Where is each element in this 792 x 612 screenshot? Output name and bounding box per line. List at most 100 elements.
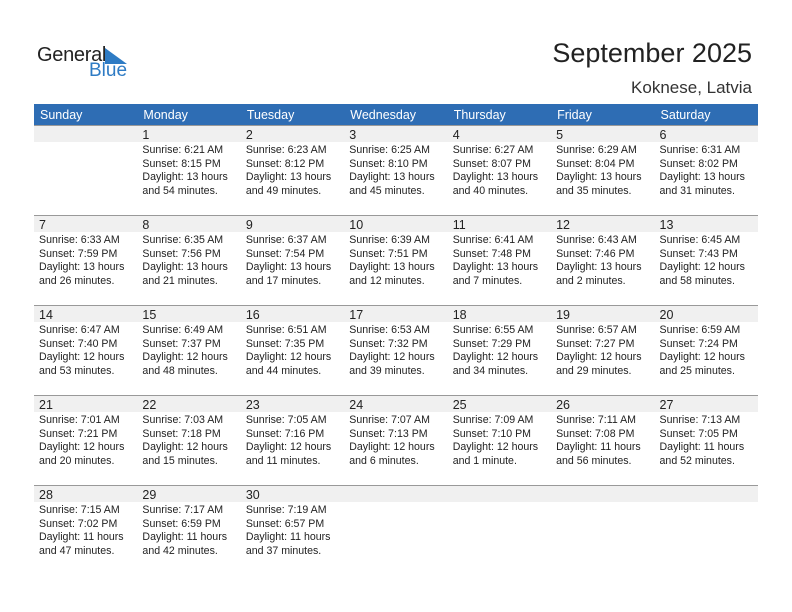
week-row: 21 Sunrise: 7:01 AM Sunset: 7:21 PM Dayligh…	[34, 395, 758, 485]
sunset-text: Sunset: 7:43 PM	[659, 247, 738, 260]
day-info: Sunrise: 6:53 AM Sunset: 7:32 PM Daylight:…	[344, 322, 447, 378]
sunset-text: Sunset: 6:59 PM	[142, 517, 221, 530]
day-number: 7	[34, 215, 138, 232]
day-number: 1	[137, 125, 241, 142]
day-cell: 8 Sunrise: 6:35 AM Sunset: 7:56 PM Daylight…	[137, 215, 241, 305]
day-cell: 5 Sunrise: 6:29 AM Sunset: 8:04 PM Daylight…	[551, 125, 655, 215]
day-number: 2	[240, 125, 345, 142]
day-cell: 15 Sunrise: 6:49 AM Sunset: 7:37 PM Dayligh…	[137, 305, 241, 395]
sunset-text: Sunset: 7:10 PM	[452, 427, 532, 440]
day-cell: 26 Sunrise: 7:11 AM Sunset: 7:08 PM Dayligh…	[551, 395, 655, 485]
weekday-sunday: Sunday	[34, 104, 138, 125]
sunrise-text: Sunrise: 7:17 AM	[142, 504, 224, 516]
day-cell: 22 Sunrise: 7:03 AM Sunset: 7:18 PM Dayligh…	[137, 395, 241, 485]
sunset-text: Sunset: 7:40 PM	[39, 337, 118, 350]
day-cell: 28 Sunrise: 7:15 AM Sunset: 7:02 PM Dayligh…	[34, 485, 138, 575]
day-number	[344, 485, 448, 502]
sunrise-text: Sunrise: 6:53 AM	[349, 324, 430, 336]
daylight-text: Daylight: 13 hours	[142, 171, 228, 183]
sunrise-text: Sunrise: 6:51 AM	[245, 324, 327, 336]
day-number: 17	[344, 305, 448, 322]
sunset-text: Sunset: 7:27 PM	[556, 337, 635, 350]
page-title: September 2025	[552, 38, 752, 68]
sunrise-text: Sunrise: 7:13 AM	[659, 414, 741, 426]
day-cell: 12 Sunrise: 6:43 AM Sunset: 7:46 PM Dayligh…	[551, 215, 655, 305]
logo-text-blue: Blue	[89, 60, 128, 81]
sunrise-text: Sunrise: 6:23 AM	[245, 144, 327, 156]
sunrise-text: Sunrise: 7:01 AM	[39, 414, 120, 426]
day-cell: 20 Sunrise: 6:59 AM Sunset: 7:24 PM Dayligh…	[654, 305, 758, 395]
sunrise-text: Sunrise: 6:45 AM	[659, 234, 741, 246]
minutes-text: and 37 minutes.	[245, 544, 322, 557]
day-cell: 14 Sunrise: 6:47 AM Sunset: 7:40 PM Dayligh…	[34, 305, 138, 395]
weekday-saturday: Saturday	[654, 104, 758, 125]
day-cell: 11 Sunrise: 6:41 AM Sunset: 7:48 PM Dayligh…	[447, 215, 552, 305]
day-number: 20	[654, 305, 758, 322]
day-cell: 30 Sunrise: 7:19 AM Sunset: 6:57 PM Dayligh…	[240, 485, 345, 575]
day-info: Sunrise: 7:05 AM Sunset: 7:16 PM Daylight:…	[241, 412, 344, 468]
day-number: 5	[551, 125, 655, 142]
sunrise-text: Sunrise: 6:27 AM	[452, 144, 534, 156]
minutes-text: and 54 minutes.	[142, 184, 218, 197]
day-number: 23	[240, 395, 345, 412]
minutes-text: and 1 minute.	[452, 454, 517, 467]
sunset-text: Sunset: 7:24 PM	[659, 337, 738, 350]
sunset-text: Sunset: 7:51 PM	[349, 247, 428, 260]
day-number: 21	[34, 395, 138, 412]
day-cell: 3 Sunrise: 6:25 AM Sunset: 8:10 PM Daylight…	[344, 125, 448, 215]
day-info: Sunrise: 6:25 AM Sunset: 8:10 PM Daylight:…	[344, 142, 447, 198]
day-info: Sunrise: 6:39 AM Sunset: 7:51 PM Daylight:…	[344, 232, 447, 288]
daylight-text: Daylight: 12 hours	[349, 351, 435, 363]
daylight-text: Daylight: 12 hours	[452, 351, 539, 363]
daylight-text: Daylight: 12 hours	[142, 441, 228, 453]
day-info: Sunrise: 7:17 AM Sunset: 6:59 PM Daylight:…	[137, 502, 240, 558]
minutes-text: and 58 minutes.	[659, 274, 735, 287]
day-cell: 23 Sunrise: 7:05 AM Sunset: 7:16 PM Dayligh…	[240, 395, 345, 485]
day-cell: 7 Sunrise: 6:33 AM Sunset: 7:59 PM Daylight…	[34, 215, 138, 305]
minutes-text: and 17 minutes.	[245, 274, 322, 287]
day-info: Sunrise: 6:57 AM Sunset: 7:27 PM Daylight:…	[551, 322, 654, 378]
sunrise-text: Sunrise: 7:19 AM	[245, 504, 327, 516]
day-info: Sunrise: 6:31 AM Sunset: 8:02 PM Daylight:…	[655, 142, 758, 198]
day-number: 18	[447, 305, 552, 322]
sunrise-text: Sunrise: 7:03 AM	[142, 414, 224, 426]
daylight-text: Daylight: 11 hours	[142, 531, 228, 543]
logo-triangle-icon	[105, 48, 127, 64]
day-cell: 6 Sunrise: 6:31 AM Sunset: 8:02 PM Daylight…	[654, 125, 758, 215]
daylight-text: Daylight: 11 hours	[556, 441, 641, 453]
weekday-header: Sunday Monday Tuesday Wednesday Thursday Frid…	[34, 104, 758, 125]
sunrise-text: Sunrise: 6:25 AM	[349, 144, 430, 156]
daylight-text: Daylight: 12 hours	[659, 261, 745, 273]
daylight-text: Daylight: 13 hours	[245, 261, 332, 273]
day-info: Sunrise: 6:21 AM Sunset: 8:15 PM Daylight:…	[137, 142, 240, 198]
empty-cell	[344, 485, 448, 575]
minutes-text: and 47 minutes.	[39, 544, 115, 557]
sunrise-text: Sunrise: 6:47 AM	[39, 324, 120, 336]
weekday-tuesday: Tuesday	[240, 104, 345, 125]
sunset-text: Sunset: 8:15 PM	[142, 157, 221, 170]
day-number	[654, 485, 758, 502]
minutes-text: and 26 minutes.	[39, 274, 115, 287]
daylight-text: Daylight: 11 hours	[39, 531, 124, 543]
minutes-text: and 42 minutes.	[142, 544, 218, 557]
sunset-text: Sunset: 8:02 PM	[659, 157, 738, 170]
day-number: 29	[137, 485, 241, 502]
daylight-text: Daylight: 12 hours	[659, 351, 745, 363]
daylight-text: Daylight: 13 hours	[142, 261, 228, 273]
sunrise-text: Sunrise: 6:55 AM	[452, 324, 534, 336]
day-cell: 27 Sunrise: 7:13 AM Sunset: 7:05 PM Dayligh…	[654, 395, 758, 485]
daylight-text: Daylight: 12 hours	[142, 351, 228, 363]
sunset-text: Sunset: 7:16 PM	[245, 427, 325, 440]
week-row: 7 Sunrise: 6:33 AM Sunset: 7:59 PM Daylight…	[34, 215, 758, 305]
minutes-text: and 29 minutes.	[556, 364, 632, 377]
day-info: Sunrise: 6:51 AM Sunset: 7:35 PM Daylight:…	[241, 322, 344, 378]
minutes-text: and 56 minutes.	[556, 454, 632, 467]
day-number: 9	[240, 215, 345, 232]
day-cell: 13 Sunrise: 6:45 AM Sunset: 7:43 PM Dayligh…	[654, 215, 758, 305]
sunset-text: Sunset: 7:32 PM	[349, 337, 428, 350]
day-cell: 19 Sunrise: 6:57 AM Sunset: 7:27 PM Dayligh…	[551, 305, 655, 395]
sunrise-text: Sunrise: 6:31 AM	[659, 144, 741, 156]
minutes-text: and 44 minutes.	[245, 364, 322, 377]
day-number: 8	[137, 215, 241, 232]
daylight-text: Daylight: 13 hours	[659, 171, 745, 183]
